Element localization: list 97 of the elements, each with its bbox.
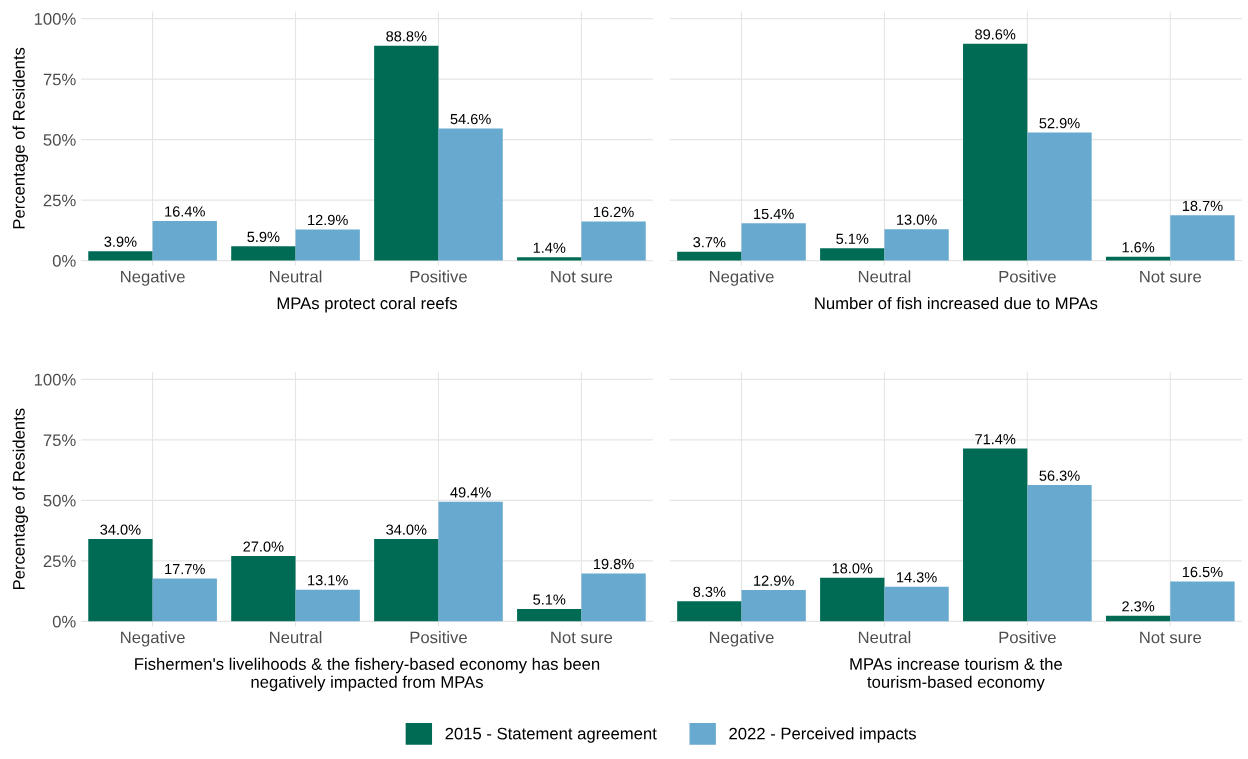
data-label: 49.4% (450, 487, 491, 498)
data-label: 12.9% (308, 214, 348, 226)
x-tick-label: Not sure (551, 270, 613, 283)
x-tick-label: Negative (709, 631, 774, 647)
data-label: 27.0% (243, 541, 284, 552)
bar (231, 246, 296, 261)
bar (677, 601, 742, 622)
x-tick-label: Not sure (1140, 270, 1202, 283)
x-tick-label: Positive (999, 270, 1056, 283)
data-label: 1.4% (533, 242, 566, 253)
bar (581, 221, 646, 261)
data-label: 34.0% (100, 524, 141, 535)
bar (963, 448, 1028, 622)
x-tick-label: Negative (121, 631, 185, 647)
data-label: 34.0% (386, 524, 427, 535)
data-label: 15.4% (754, 208, 794, 220)
x-axis-title: Fishermen's livelihoods & the fishery-based economy has been negatively impacted from MPAs (135, 657, 600, 692)
y-tick-label: 100% (34, 373, 76, 386)
bar (884, 229, 949, 261)
data-label: 16.5% (1182, 566, 1223, 578)
bar (1170, 215, 1235, 261)
data-label: 3.9% (104, 236, 137, 247)
data-label: 17.7% (165, 563, 205, 575)
x-tick-label: Neutral (858, 270, 911, 283)
bar (741, 590, 806, 622)
data-label: 5.1% (533, 594, 566, 605)
bar (1170, 581, 1235, 622)
data-label: 71.4% (975, 434, 1016, 445)
bar (231, 556, 296, 622)
legend-label: 2022 - Perceived impacts (729, 727, 916, 743)
y-tick-label: 0% (52, 615, 76, 628)
bar (152, 220, 217, 261)
data-label: 5.1% (836, 233, 869, 244)
x-tick-label: Neutral (270, 631, 322, 644)
data-label: 8.3% (693, 586, 726, 597)
data-label: 16.4% (165, 206, 205, 217)
y-tick-label: 25% (43, 555, 76, 568)
bar (1027, 132, 1092, 261)
data-label: 2.3% (1122, 601, 1155, 612)
bar (884, 586, 949, 622)
bar (374, 45, 439, 261)
x-tick-label: Neutral (858, 631, 911, 644)
x-axis-title: MPAs protect coral reefs (277, 296, 458, 313)
legend-label: 2015 - Statement agreement (445, 727, 657, 743)
y-axis-title: Percentage of Residents (12, 47, 29, 229)
data-label: 54.6% (450, 113, 491, 125)
bar (438, 501, 503, 622)
bar (1027, 485, 1092, 622)
bar (963, 43, 1028, 261)
data-label: 13.0% (897, 214, 937, 225)
data-label: 18.0% (832, 563, 873, 574)
x-tick-label: Not sure (1140, 631, 1202, 644)
data-label: 1.6% (1122, 242, 1155, 253)
data-label: 12.9% (754, 575, 794, 586)
x-tick-label: Negative (709, 270, 774, 286)
bar (820, 577, 885, 622)
data-label: 52.9% (1039, 118, 1080, 129)
data-label: 14.3% (897, 572, 937, 583)
data-label: 13.1% (308, 575, 348, 586)
x-tick-label: Positive (410, 631, 467, 644)
bar (88, 251, 153, 261)
y-tick-label: 75% (43, 73, 76, 86)
data-label: 88.8% (386, 31, 427, 42)
y-tick-label: 50% (43, 494, 76, 507)
data-label: 19.8% (593, 558, 634, 570)
y-tick-label: 25% (43, 194, 76, 207)
x-axis-title: MPAs increase tourism & the tourism-based economy (850, 657, 1062, 692)
y-tick-label: 0% (52, 254, 76, 267)
bar (438, 128, 503, 261)
bar (152, 578, 217, 622)
data-label: 56.3% (1039, 470, 1080, 481)
x-tick-label: Positive (999, 631, 1056, 644)
bar (581, 573, 646, 622)
data-label: 5.9% (247, 231, 280, 243)
x-tick-label: Negative (121, 270, 185, 286)
y-axis-title: Percentage of Residents (12, 408, 29, 590)
bar (677, 251, 742, 261)
bar (517, 609, 582, 622)
bar (517, 257, 582, 261)
data-label: 18.7% (1182, 200, 1223, 212)
bar (741, 223, 806, 261)
bar (1105, 256, 1171, 261)
y-tick-label: 50% (43, 134, 76, 146)
data-label: 3.7% (693, 237, 726, 248)
x-tick-label: Not sure (551, 631, 613, 644)
x-tick-label: Positive (410, 270, 467, 283)
data-label: 16.2% (593, 206, 634, 218)
bar (295, 589, 360, 622)
y-tick-label: 100% (34, 13, 76, 25)
bar (820, 248, 885, 261)
y-tick-label: 75% (43, 434, 76, 447)
bar (88, 539, 153, 622)
data-label: 89.6% (975, 29, 1016, 40)
x-tick-label: Neutral (270, 270, 322, 283)
bar (295, 229, 360, 261)
x-axis-title: Number of fish increased due to MPAs (815, 296, 1098, 310)
bar (374, 539, 439, 622)
